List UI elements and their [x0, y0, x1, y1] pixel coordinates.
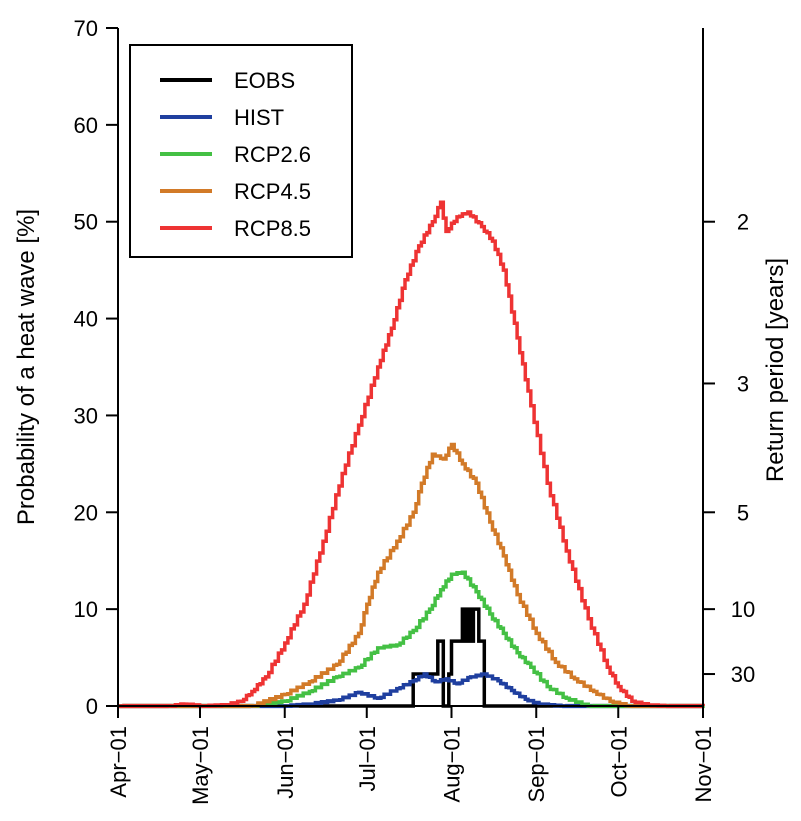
right-tick-label: 5	[737, 500, 749, 525]
legend-label: RCP4.5	[234, 179, 311, 204]
x-tick-label: Sep−01	[524, 726, 549, 802]
legend: EOBS HIST RCP2.6 RCP4.5 RCP8.5	[129, 44, 353, 258]
right-tick-label: 2	[737, 210, 749, 235]
right-tick-label: 3	[737, 371, 749, 396]
axis-frame	[117, 28, 704, 707]
y-tick-label: 50	[74, 210, 98, 235]
x-tick-label: May−01	[188, 726, 213, 805]
axes: 0 10 20 30 40 50 60 70 2 3 5 10 30 Apr−01 May−01 Jun−01…	[74, 16, 756, 805]
y-tick-label: 30	[74, 403, 98, 428]
x-tick-label: Jul−01	[355, 726, 380, 791]
y-tick-label: 10	[74, 597, 98, 622]
x-tick-label: Aug−01	[440, 726, 465, 802]
x-tick-label: Oct−01	[606, 726, 631, 798]
y-tick-label: 70	[74, 16, 98, 41]
series-line-eobs	[118, 607, 703, 708]
legend-label: RCP8.5	[234, 216, 311, 241]
y-axis-title-left: Probability of a heat wave [%]	[13, 209, 40, 525]
right-tick-label: 10	[731, 597, 755, 622]
legend-label: HIST	[234, 105, 284, 130]
legend-label: EOBS	[234, 68, 295, 93]
legend-label: RCP2.6	[234, 142, 311, 167]
y-tick-label: 60	[74, 113, 98, 138]
x-tick-label: Apr−01	[106, 726, 131, 798]
x-tick-label: Nov−01	[691, 726, 716, 802]
y-tick-label: 20	[74, 500, 98, 525]
right-tick-label: 30	[731, 662, 755, 687]
y-axis-title-right: Return period [years]	[762, 258, 789, 482]
x-tick-label: Jun−01	[273, 726, 298, 799]
y-tick-label: 0	[86, 694, 98, 719]
y-tick-label: 40	[74, 307, 98, 332]
series-line-rcp4-5	[118, 442, 705, 709]
plot-area	[118, 200, 705, 709]
